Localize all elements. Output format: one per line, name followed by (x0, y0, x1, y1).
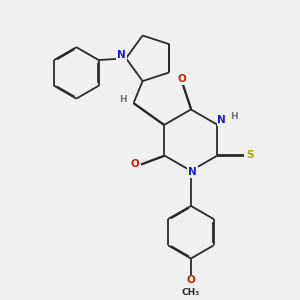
Text: CH₃: CH₃ (182, 288, 200, 297)
Text: O: O (187, 275, 195, 285)
Text: N: N (218, 116, 226, 125)
Text: N: N (117, 50, 126, 60)
Text: O: O (178, 74, 187, 84)
Text: S: S (246, 151, 253, 160)
Text: H: H (120, 95, 127, 104)
Text: H: H (230, 112, 237, 121)
Text: N: N (188, 167, 197, 177)
Text: O: O (131, 159, 140, 169)
